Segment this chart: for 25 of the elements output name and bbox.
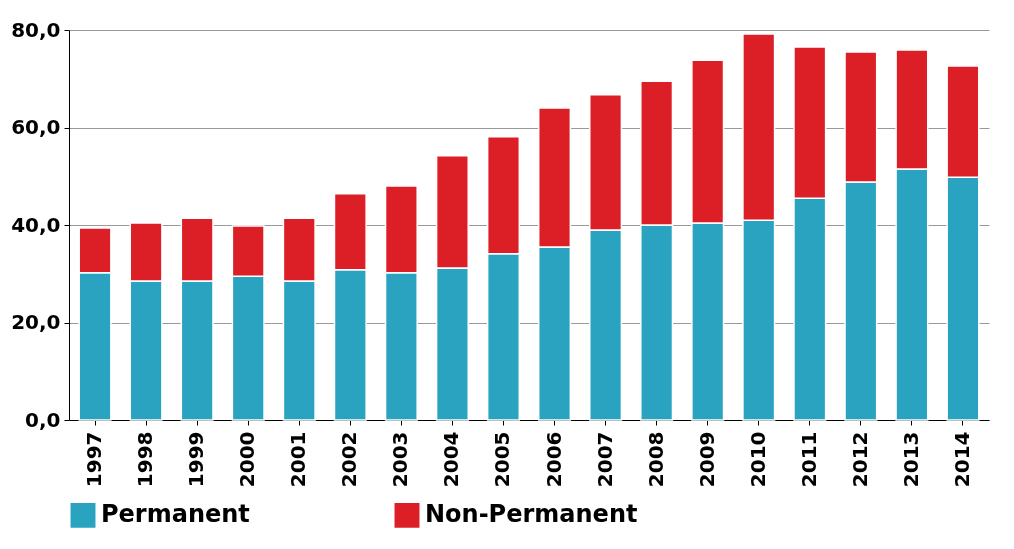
x-tick-label: 2005 — [490, 431, 515, 488]
x-tick-label: 2013 — [898, 431, 923, 488]
legend-label: Permanent — [101, 500, 250, 529]
x-tick-label: 2003 — [388, 431, 413, 488]
x-tick-label: 2012 — [847, 431, 872, 488]
x-tick-label: 2007 — [592, 431, 617, 488]
y-tick-label: 0,0 — [25, 407, 61, 432]
x-tick-label: 1997 — [82, 431, 107, 488]
y-tick-label: 60,0 — [11, 115, 61, 139]
x-tick-label: 2010 — [745, 431, 770, 488]
legend-label: Non-Permanent — [425, 500, 638, 529]
x-tick-label: 1999 — [184, 431, 209, 488]
x-tick-label: 2004 — [439, 431, 464, 488]
x-tick-label: 2014 — [949, 431, 974, 488]
x-tick-label: 2006 — [541, 431, 566, 488]
y-tick-label: 80,0 — [11, 17, 61, 42]
y-tick-label: 40,0 — [11, 212, 61, 237]
x-tick-label: 2008 — [643, 431, 668, 488]
y-tick-label: 20,0 — [11, 310, 61, 334]
x-tick-label: 2011 — [796, 431, 821, 488]
x-tick-label: 2001 — [286, 431, 311, 488]
x-tick-label: 1998 — [133, 431, 158, 488]
x-tick-label: 2009 — [694, 431, 719, 488]
x-tick-label: 2000 — [235, 431, 260, 488]
x-tick-label: 2002 — [337, 431, 362, 488]
